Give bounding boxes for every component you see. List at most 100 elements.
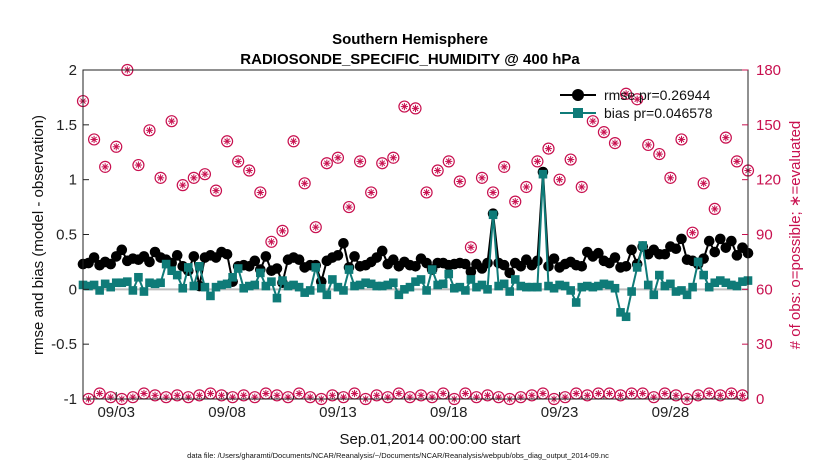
rmse-point <box>260 251 272 262</box>
obs-evaluated-asterisk <box>312 224 319 231</box>
obs-possible-circle <box>708 202 721 216</box>
obs-marker <box>575 180 588 194</box>
obs-evaluated-asterisk <box>700 180 707 187</box>
bias-point <box>555 280 564 290</box>
obs-possible-circle <box>631 93 644 106</box>
obs-possible-circle <box>608 137 622 150</box>
bias-point <box>411 277 420 286</box>
bias-point <box>250 280 260 290</box>
obs-possible-circle <box>564 153 577 166</box>
obs-evaluated-asterisk <box>335 154 341 161</box>
obs-evaluated-asterisk <box>179 182 186 189</box>
obs-evaluated-asterisk <box>301 180 308 187</box>
obs-marker <box>708 202 721 216</box>
obs-possible-circle <box>697 177 710 190</box>
obs-evaluated-asterisk <box>739 392 746 399</box>
obs-evaluated-asterisk <box>290 138 297 145</box>
obs-evaluated-asterisk <box>706 390 713 397</box>
bias-point <box>305 286 315 295</box>
obs-evaluated-asterisk <box>174 392 181 399</box>
bias-point <box>466 275 476 284</box>
bias-point <box>732 281 742 291</box>
obs-marker <box>376 157 389 170</box>
obs-marker <box>664 171 677 184</box>
rmse-point <box>609 252 621 263</box>
bias-point <box>488 210 498 220</box>
bias-point <box>328 275 337 284</box>
obs-marker <box>342 200 356 214</box>
obs-evaluated-asterisk <box>418 392 424 399</box>
obs-marker <box>486 186 500 199</box>
y-tick-label: 2 <box>69 62 77 79</box>
bias-point <box>206 291 215 301</box>
bias-point <box>100 279 110 289</box>
bias-point <box>134 272 143 282</box>
bias-point <box>267 277 276 286</box>
x-tick-label: 09/13 <box>319 404 357 421</box>
obs-possible-circle <box>232 155 245 168</box>
obs-marker <box>265 235 278 248</box>
rmse-point <box>293 254 305 266</box>
obs-evaluated-asterisk <box>263 390 269 397</box>
obs-marker <box>320 157 333 170</box>
obs-evaluated-asterisk <box>512 198 519 205</box>
obs-marker <box>686 226 699 239</box>
obs-possible-circle <box>365 186 378 199</box>
obs-possible-circle <box>243 164 256 177</box>
obs-evaluated-asterisk <box>734 158 740 165</box>
bias-point <box>416 275 426 284</box>
bias-point <box>339 286 348 295</box>
obs-evaluated-asterisk <box>141 390 147 397</box>
bias-point <box>389 278 398 288</box>
bias-point <box>189 281 199 291</box>
obs-evaluated-asterisk <box>567 156 574 163</box>
obs-evaluated-asterisk <box>556 176 563 183</box>
obs-evaluated-asterisk <box>445 158 452 165</box>
obs-evaluated-asterisk <box>146 127 153 134</box>
obs-evaluated-asterisk <box>323 160 330 167</box>
rmse-point <box>703 235 715 247</box>
obs-marker <box>353 155 367 168</box>
bias-point <box>472 282 481 292</box>
obs-possible-circle <box>353 155 367 168</box>
obs-evaluated-asterisk <box>529 392 535 399</box>
obs-evaluated-asterisk <box>468 244 474 251</box>
obs-evaluated-asterisk <box>279 227 286 234</box>
bias-point <box>549 283 559 293</box>
bias-point <box>588 282 598 292</box>
obs-evaluated-asterisk <box>373 392 380 399</box>
obs-possible-circle <box>276 224 289 237</box>
bias-point <box>621 312 631 322</box>
legend-rmse-label: rmse pr=0.26944 <box>604 87 710 103</box>
y2-tick-label: 150 <box>756 117 781 134</box>
obs-possible-circle <box>675 133 688 146</box>
obs-possible-circle <box>453 175 466 188</box>
obs-possible-circle <box>87 133 101 146</box>
bias-point <box>738 277 747 286</box>
obs-marker <box>597 126 611 139</box>
obs-possible-circle <box>331 151 345 164</box>
bias-point <box>510 275 520 284</box>
bias-point <box>643 280 653 290</box>
obs-marker <box>520 180 533 194</box>
obs-evaluated-asterisk <box>434 167 441 174</box>
obs-marker <box>608 137 622 150</box>
obs-possible-circle <box>442 155 455 168</box>
obs-evaluated-asterisk <box>379 160 386 167</box>
obs-marker <box>509 195 522 208</box>
rmse-point <box>676 233 687 245</box>
obs-marker <box>87 133 101 146</box>
obs-evaluated-asterisk <box>662 390 668 397</box>
obs-evaluated-asterisk <box>351 390 358 397</box>
y2-axis-label: # of obs: o=possible; ∗=evaluated <box>787 121 804 350</box>
bias-point <box>167 266 176 275</box>
rmse-point <box>576 261 588 272</box>
rmse-point <box>620 261 632 272</box>
obs-possible-circle <box>719 131 732 144</box>
obs-evaluated-asterisk <box>196 392 203 399</box>
bias-point <box>377 281 387 291</box>
obs-marker <box>232 155 245 168</box>
y2-tick-label: 60 <box>756 281 773 298</box>
bias-point <box>95 286 104 295</box>
bias-point <box>577 282 587 292</box>
